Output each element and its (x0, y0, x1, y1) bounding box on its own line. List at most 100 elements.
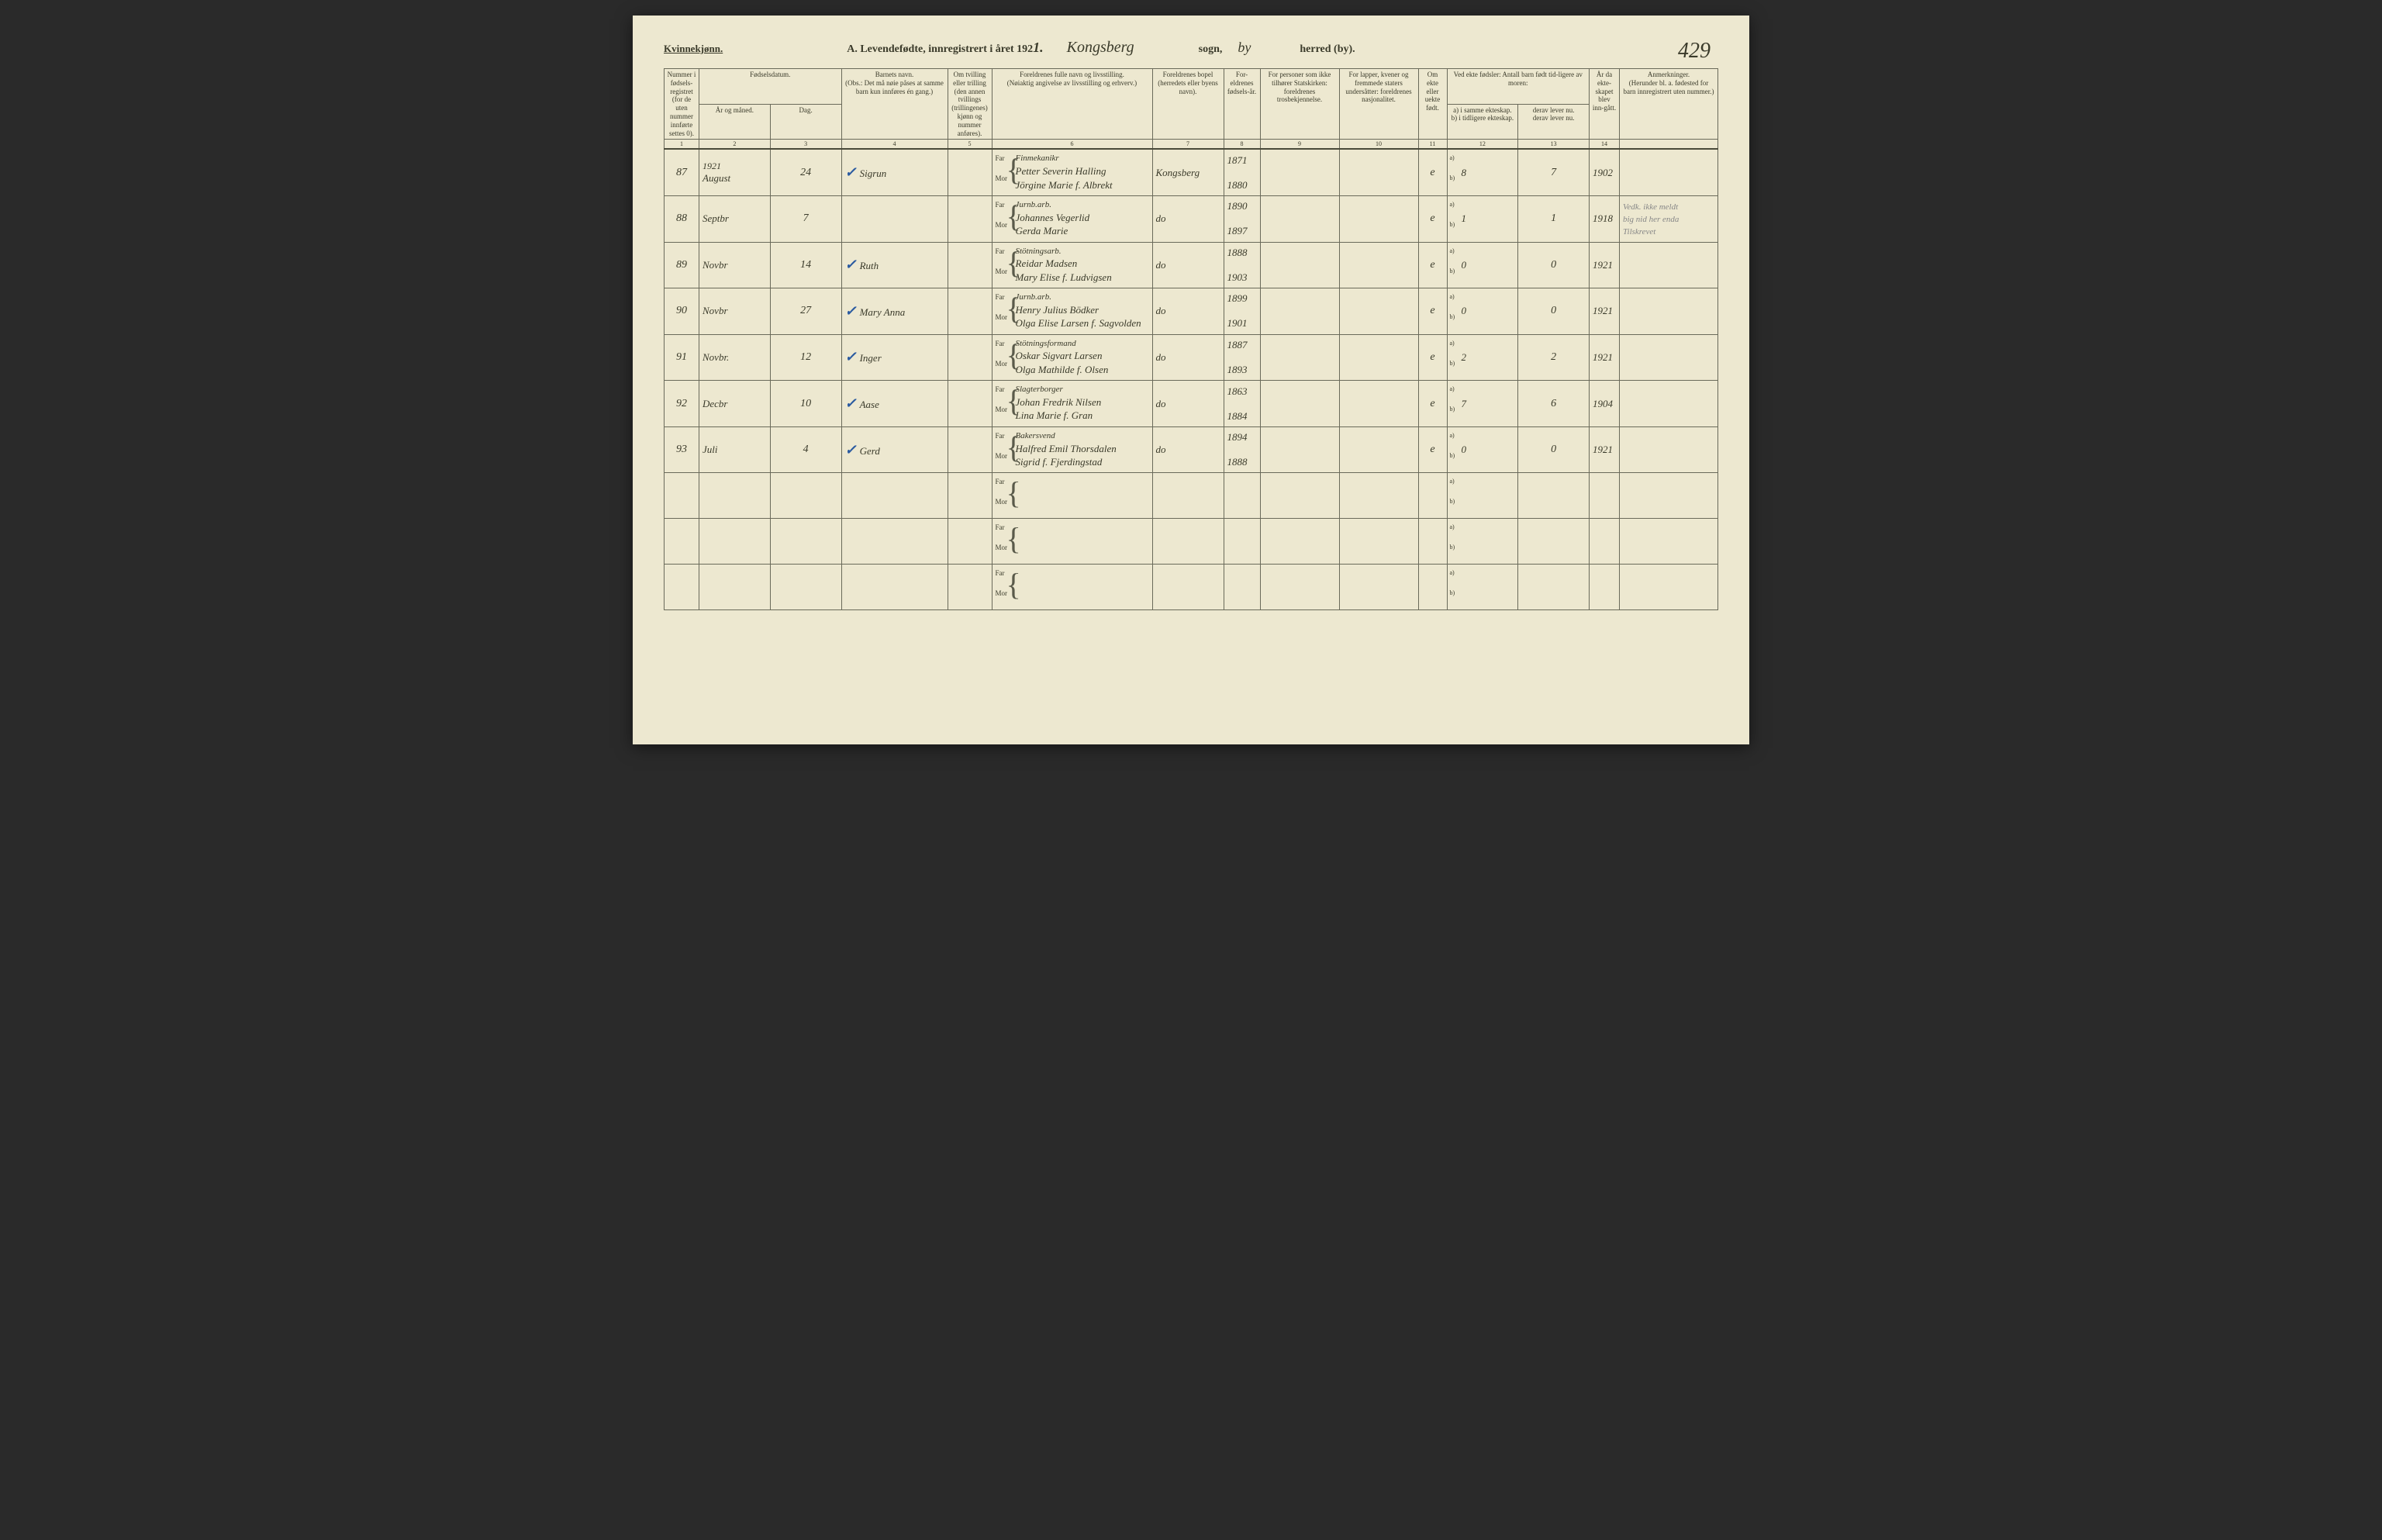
legitimate: e (1418, 149, 1447, 195)
gender-label: Kvinnekjønn. (664, 43, 723, 55)
child-name: ✓Inger (841, 334, 948, 381)
living-children: 0 (1518, 242, 1590, 288)
entry-month: Septbr (699, 195, 771, 242)
entry-month: Novbr (699, 288, 771, 335)
parent-years: 18881903 (1224, 242, 1260, 288)
col-legitimate: Om ekte eller uekte født. (1418, 69, 1447, 140)
parent-years: 18871893 (1224, 334, 1260, 381)
residence: Kongsberg (1152, 149, 1224, 195)
marriage-year: 1902 (1590, 149, 1620, 195)
residence: do (1152, 334, 1224, 381)
table-row: 88 Septbr 7 { Far Mor Jurnb.arb. Johanne… (665, 195, 1718, 242)
check-mark-icon: ✓ (845, 257, 857, 272)
parents-cell: { Far Mor Slagterborger Johan Fredrik Ni… (992, 381, 1152, 427)
prior-children: a) b) 7 (1447, 381, 1518, 427)
col-childname: Barnets navn. (Obs.: Det må nøie påses a… (841, 69, 948, 140)
living-children: 7 (1518, 149, 1590, 195)
check-mark-icon: ✓ (845, 349, 857, 364)
living-children: 6 (1518, 381, 1590, 427)
column-number-row: 1 2 3 4 5 6 7 8 9 10 11 12 13 14 (665, 140, 1718, 150)
remarks (1620, 381, 1718, 427)
parent-years: 18991901 (1224, 288, 1260, 335)
entry-month: Juli (699, 426, 771, 473)
child-name (841, 195, 948, 242)
table-row: 87 1921August 24 ✓Sigrun { Far Mor Finme… (665, 149, 1718, 195)
child-name: ✓Gerd (841, 426, 948, 473)
prior-children: a) b) 8 (1447, 149, 1518, 195)
legitimate: e (1418, 426, 1447, 473)
birth-register-table: Nummer i fødsels-registret (for de uten … (664, 68, 1718, 610)
entry-month: Novbr (699, 242, 771, 288)
legitimate: e (1418, 242, 1447, 288)
residence: do (1152, 242, 1224, 288)
child-name: ✓Sigrun (841, 149, 948, 195)
sogn-value: Kongsberg (1067, 39, 1183, 57)
legitimate: e (1418, 334, 1447, 381)
entry-day: 14 (770, 242, 841, 288)
col-birthyear: For-eldrenes fødsels-år. (1224, 69, 1260, 140)
parents-cell: { Far Mor Jurnb.arb. Johannes Vegerlid G… (992, 195, 1152, 242)
form-title: A. Levendefødte, innregistrert i året 19… (847, 40, 1043, 56)
prior-children: a) b) 2 (1447, 334, 1518, 381)
residence: do (1152, 288, 1224, 335)
entry-month: Novbr. (699, 334, 771, 381)
entry-number: 88 (665, 195, 699, 242)
parent-years: 18941888 (1224, 426, 1260, 473)
table-row: 90 Novbr 27 ✓Mary Anna { Far Mor Jurnb.a… (665, 288, 1718, 335)
marriage-year: 1904 (1590, 381, 1620, 427)
legitimate: e (1418, 381, 1447, 427)
parents-cell: { Far Mor Stötningsarb. Reidar Madsen Ma… (992, 242, 1152, 288)
parent-years: 18631884 (1224, 381, 1260, 427)
entry-day: 4 (770, 426, 841, 473)
col-year-month: År og måned. (699, 104, 771, 140)
col-living: derav lever nu. derav lever nu. (1518, 104, 1590, 140)
sogn-label: sogn, (1199, 43, 1223, 56)
entry-number: 93 (665, 426, 699, 473)
remarks: Vedk. ikke meldtbig nid her endaTilskrev… (1620, 195, 1718, 242)
child-name: ✓Mary Anna (841, 288, 948, 335)
living-children: 0 (1518, 426, 1590, 473)
prior-children: a) b) 1 (1447, 195, 1518, 242)
check-mark-icon: ✓ (845, 303, 857, 319)
parent-years: 18711880 (1224, 149, 1260, 195)
living-children: 0 (1518, 288, 1590, 335)
col-residence: Foreldrenes bopel (herredets eller byens… (1152, 69, 1224, 140)
col-twin: Om tvilling eller trilling (den annen tv… (948, 69, 992, 140)
col-birthdate: Fødselsdatum. (699, 69, 842, 105)
col-parents: Foreldrenes fulle navn og livsstilling. … (992, 69, 1152, 140)
residence: do (1152, 381, 1224, 427)
remarks (1620, 288, 1718, 335)
child-name: ✓Ruth (841, 242, 948, 288)
col-church: For personer som ikke tilhører Statskirk… (1260, 69, 1339, 140)
herred-label: herred (by). (1300, 43, 1355, 56)
table-row: 89 Novbr 14 ✓Ruth { Far Mor Stötningsarb… (665, 242, 1718, 288)
page-number: 429 (1678, 39, 1711, 64)
entry-number: 90 (665, 288, 699, 335)
col-day: Dag. (770, 104, 841, 140)
child-name: ✓Aase (841, 381, 948, 427)
table-header: Nummer i fødsels-registret (for de uten … (665, 69, 1718, 150)
entry-day: 12 (770, 334, 841, 381)
remarks (1620, 149, 1718, 195)
marriage-year: 1921 (1590, 334, 1620, 381)
legitimate: e (1418, 288, 1447, 335)
check-mark-icon: ✓ (845, 442, 857, 458)
document-page: Kvinnekjønn. A. Levendefødte, innregistr… (633, 16, 1749, 744)
marriage-year: 1921 (1590, 288, 1620, 335)
marriage-year: 1921 (1590, 426, 1620, 473)
entry-day: 27 (770, 288, 841, 335)
entry-number: 92 (665, 381, 699, 427)
page-header: Kvinnekjønn. A. Levendefødte, innregistr… (664, 39, 1718, 57)
remarks (1620, 334, 1718, 381)
entry-day: 24 (770, 149, 841, 195)
table-body: 87 1921August 24 ✓Sigrun { Far Mor Finme… (665, 149, 1718, 610)
check-mark-icon: ✓ (845, 395, 857, 411)
entry-number: 89 (665, 242, 699, 288)
legitimate: e (1418, 195, 1447, 242)
marriage-year: 1921 (1590, 242, 1620, 288)
parent-years: 18901897 (1224, 195, 1260, 242)
col-marriage-year: År da ekte-skapet blev inn-gått. (1590, 69, 1620, 140)
prior-children: a) b) 0 (1447, 242, 1518, 288)
entry-month: 1921August (699, 149, 771, 195)
marriage-year: 1918 (1590, 195, 1620, 242)
